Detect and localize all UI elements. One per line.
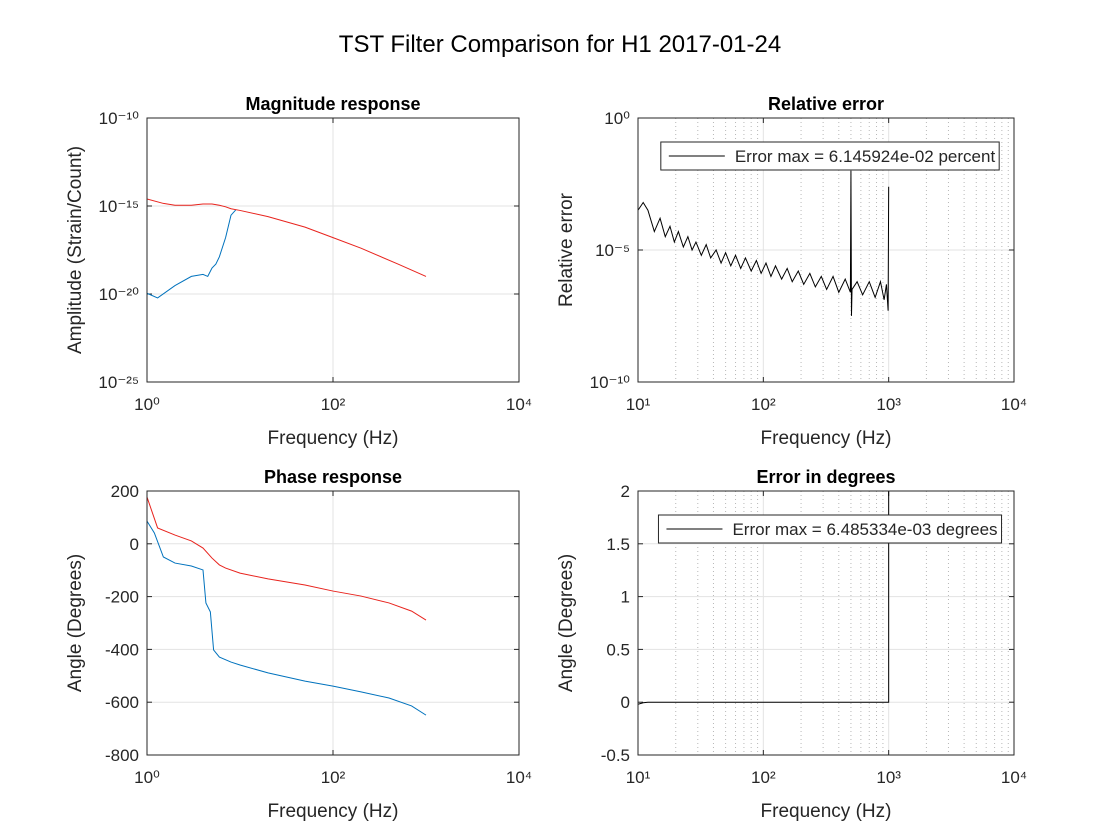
x-axis-label: Frequency (Hz): [761, 801, 892, 822]
y-tick-label: 10⁻¹⁵: [98, 197, 139, 216]
x-tick-label: 10²: [751, 395, 776, 414]
legend: Error max = 6.485334e-03 degrees: [657, 514, 1003, 544]
x-tick-label: 10²: [321, 768, 346, 787]
y-tick-label: 0.5: [606, 640, 630, 659]
data-line: [147, 198, 427, 277]
data-line: [147, 520, 427, 716]
y-tick-label: 0: [130, 535, 139, 554]
y-tick-label: -800: [105, 746, 139, 765]
x-axis-label: Frequency (Hz): [268, 801, 399, 822]
y-tick-label: 0: [621, 693, 630, 712]
y-tick-label: -0.5: [601, 746, 630, 765]
x-tick-label: 10⁰: [134, 395, 160, 414]
axes-box: [637, 490, 1015, 756]
x-tick-label: 10⁰: [134, 768, 160, 787]
axes-box: [637, 117, 1015, 383]
y-tick-label: -400: [105, 640, 139, 659]
figure-title: TST Filter Comparison for H1 2017-01-24: [339, 31, 781, 58]
x-axis-label: Frequency (Hz): [268, 428, 399, 449]
y-tick-label: -600: [105, 693, 139, 712]
y-tick-label: 10⁻¹⁰: [99, 109, 140, 128]
subplot: 10⁰ 10² 10⁴ -800 -600 -400 -200 0 200 Phase respo…: [65, 467, 532, 822]
x-tick-label: 10¹: [626, 768, 651, 787]
x-tick-label: 10³: [876, 768, 901, 787]
x-tick-label: 10⁴: [506, 395, 532, 414]
axes-box: [146, 490, 520, 756]
y-tick-label: 200: [111, 482, 139, 501]
y-tick-label: 10⁻¹⁰: [590, 373, 631, 392]
subplot: 10¹ 10² 10³ 10⁴ -0.5 0 0.5 1 1.5 2 Error in degree…: [556, 467, 1027, 822]
legend-label: Error max = 6.145924e-02 percent: [735, 147, 996, 166]
x-tick-label: 10³: [876, 395, 901, 414]
y-tick-label: 10⁰: [604, 109, 630, 128]
y-tick-label: -200: [105, 588, 139, 607]
axes-box: [146, 117, 520, 383]
subplot: 10⁰ 10² 10⁴ 10⁻²⁵ 10⁻²⁰ 10⁻¹⁵ 10⁻¹⁰ Magnitude r…: [65, 94, 532, 449]
subplot-title: Magnitude response: [245, 94, 420, 114]
data-line: [147, 209, 237, 299]
y-axis-label: Angle (Degrees): [556, 554, 577, 692]
subplot-title: Relative error: [768, 94, 884, 114]
x-tick-label: 10⁴: [1001, 768, 1027, 787]
data-line: [638, 170, 890, 316]
subplot-title: Error in degrees: [756, 467, 895, 487]
x-tick-label: 10⁴: [1001, 395, 1027, 414]
y-tick-label: 10⁻²⁰: [99, 285, 140, 304]
y-axis-label: Relative error: [556, 192, 577, 307]
x-axis-label: Frequency (Hz): [761, 428, 892, 449]
y-tick-label: 10⁻²⁵: [98, 373, 139, 392]
subplot: 10¹ 10² 10³ 10⁴ 10⁻¹⁰ 10⁻⁵ 10⁰ Relative error Fr…: [556, 94, 1027, 449]
x-tick-label: 10²: [751, 768, 776, 787]
y-tick-label: 1.5: [606, 535, 630, 554]
subplot-title: Phase response: [264, 467, 402, 487]
x-tick-label: 10⁴: [506, 768, 532, 787]
y-axis-label: Amplitude (Strain/Count): [65, 146, 86, 354]
x-tick-label: 10²: [321, 395, 346, 414]
data-line: [638, 491, 890, 705]
data-line: [147, 496, 427, 621]
legend-label: Error max = 6.485334e-03 degrees: [732, 520, 997, 539]
legend: Error max = 6.145924e-02 percent: [660, 141, 1000, 171]
y-axis-label: Angle (Degrees): [65, 554, 86, 692]
x-tick-label: 10¹: [626, 395, 651, 414]
y-tick-label: 2: [621, 482, 630, 501]
y-tick-label: 1: [621, 588, 630, 607]
y-tick-label: 10⁻⁵: [595, 241, 630, 260]
